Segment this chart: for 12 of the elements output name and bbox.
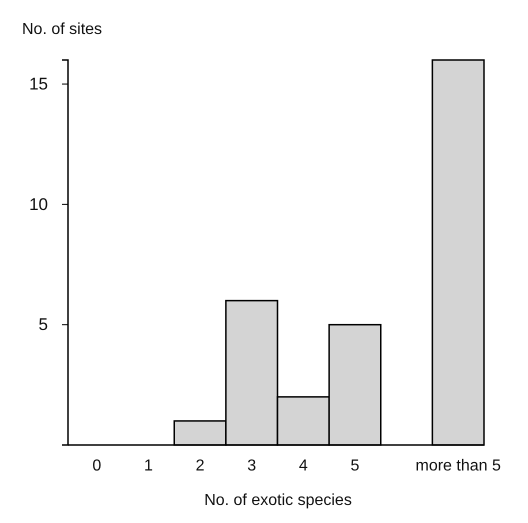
x-tick-label: 0 [92, 457, 102, 474]
x-tick-label: 5 [350, 457, 360, 474]
x-tick-label: more than 5 [415, 457, 501, 474]
y-axis-title: No. of sites [22, 21, 102, 38]
x-tick-label: 4 [298, 457, 308, 474]
y-tick-label: 10 [29, 194, 48, 214]
y-tick-label: 5 [38, 315, 48, 334]
x-tick-label: 1 [144, 457, 153, 474]
x-tick-label: 2 [196, 457, 205, 474]
x-tick-label: 3 [247, 457, 256, 474]
x-axis-title: No. of exotic species [204, 492, 352, 509]
y-tick-label: 15 [29, 74, 48, 94]
